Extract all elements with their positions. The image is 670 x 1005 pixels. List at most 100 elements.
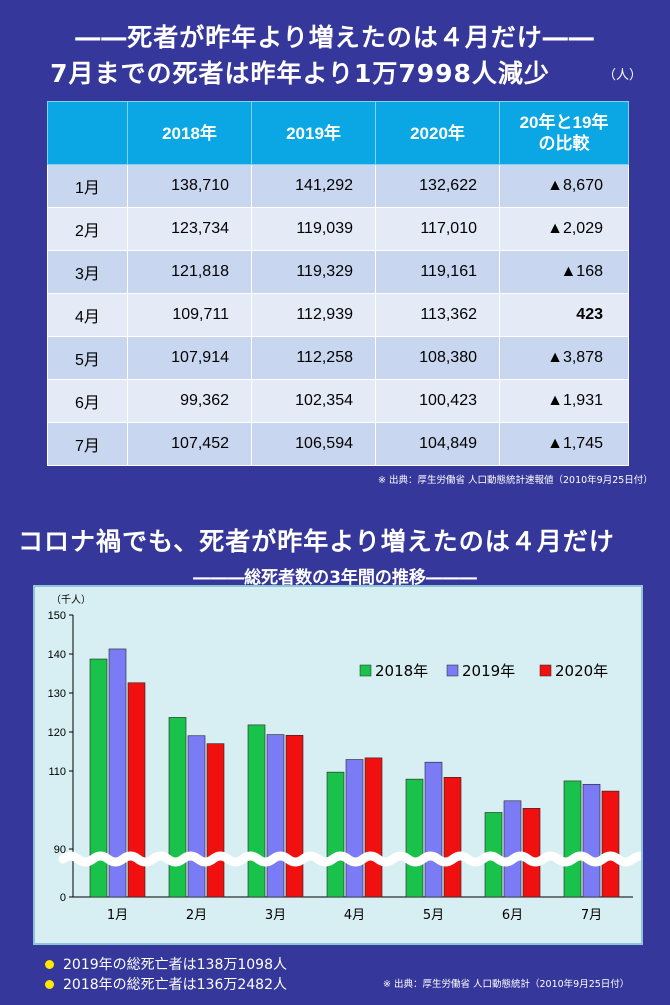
table-cell-diff: ▲8,670 — [499, 164, 629, 208]
bar-2019年-5月 — [424, 761, 443, 898]
x-tick-label: 3月 — [265, 908, 286, 923]
main-title: ――死者が昨年より増えたのは４月だけ―― — [75, 23, 595, 52]
bar-2020年-7月 — [601, 790, 620, 898]
legend-label-2020年: 2020年 — [555, 662, 608, 680]
main-subtitle: 7月までの死者は昨年より1万7998人減少 — [50, 59, 550, 88]
chart-title: コロナ禍でも、死者が昨年より増えたのは４月だけ — [18, 527, 615, 556]
table-row: 3月 121,818 119,329 119,161 ▲168 — [47, 250, 629, 294]
bar-2018年-7月 — [563, 780, 582, 898]
table-header-2018: 2018年 — [127, 101, 252, 165]
table-cell-month: 2月 — [47, 207, 128, 251]
table-header-2019: 2019年 — [251, 101, 376, 165]
yellow-dot-icon — [45, 959, 54, 969]
table-cell-month: 6月 — [47, 379, 128, 423]
bar-2018年-4月 — [326, 771, 345, 898]
y-tick-label: 140 — [48, 649, 66, 661]
yellow-dot-icon — [45, 979, 54, 989]
x-tick-label: 6月 — [502, 908, 523, 923]
x-tick-label: 7月 — [581, 908, 602, 923]
table-header-comparison: 20年と19年 の比較 — [499, 101, 629, 165]
bar-2018年-5月 — [405, 778, 424, 898]
y-tick-label: 110 — [48, 766, 66, 778]
table-cell-2018: 138,710 — [127, 164, 252, 208]
comparison-header-text: 20年と19年 の比較 — [519, 113, 609, 153]
table-row: 7月 107,452 106,594 104,849 ▲1,745 — [47, 422, 629, 466]
bar-2019年-3月 — [266, 734, 285, 898]
x-tick-label: 2月 — [186, 908, 207, 923]
chart-subtitle: ―――総死者数の3年間の推移――― — [193, 568, 477, 588]
legend-swatch-2020年 — [539, 664, 552, 677]
table-cell-2020: 100,423 — [375, 379, 500, 423]
bar-2019年-1月 — [108, 648, 127, 898]
note-2019: 2019年の総死亡者は138万1098人 — [45, 954, 287, 974]
table-cell-2019: 119,329 — [251, 250, 376, 294]
y-tick-label: 130 — [48, 688, 66, 700]
table-cell-diff: 423 — [499, 293, 629, 337]
table-row: 4月 109,711 112,939 113,362 423 — [47, 293, 629, 337]
table-cell-2019: 102,354 — [251, 379, 376, 423]
table-cell-2019: 112,939 — [251, 293, 376, 337]
table-cell-diff: ▲1,931 — [499, 379, 629, 423]
x-tick-label: 4月 — [344, 908, 365, 923]
table-cell-month: 5月 — [47, 336, 128, 380]
bar-2020年-2月 — [206, 743, 225, 898]
note-2018: 2018年の総死亡者は136万2482人 — [45, 974, 287, 994]
table-cell-month: 1月 — [47, 164, 128, 208]
y-tick-label: 120 — [48, 727, 66, 739]
table-cell-2020: 117,010 — [375, 207, 500, 251]
table-cell-diff: ▲3,878 — [499, 336, 629, 380]
y-axis-label: （千人） — [51, 594, 91, 606]
y-tick-label: 150 — [48, 610, 66, 622]
table-row: 1月 138,710 141,292 132,622 ▲8,670 — [47, 164, 629, 208]
legend-label-2018年: 2018年 — [375, 662, 428, 680]
table-cell-2020: 104,849 — [375, 422, 500, 466]
y-tick-label: 90 — [54, 844, 66, 856]
legend-swatch-2019年 — [446, 664, 459, 677]
bar-2019年-6月 — [503, 800, 522, 898]
table-source: ※ 出典：厚生労働省 人口動態統計速報値（2010年9月25日付） — [378, 475, 653, 486]
note-2018-text: 2018年の総死亡者は136万2482人 — [63, 977, 287, 993]
legend-swatch-2018年 — [359, 664, 372, 677]
bar-2019年-2月 — [187, 735, 206, 898]
bar-2020年-1月 — [127, 682, 146, 898]
table-cell-2020: 132,622 — [375, 164, 500, 208]
deaths-table: 2018年 2019年 2020年 20年と19年 の比較 1月 138,710 1… — [47, 101, 629, 466]
bar-2020年-4月 — [364, 757, 383, 898]
x-tick-label: 1月 — [107, 908, 128, 923]
table-cell-2019: 106,594 — [251, 422, 376, 466]
table-cell-2018: 107,452 — [127, 422, 252, 466]
bar-2019年-7月 — [582, 783, 601, 898]
table-cell-2018: 123,734 — [127, 207, 252, 251]
table-cell-month: 7月 — [47, 422, 128, 466]
table-cell-month: 3月 — [47, 250, 128, 294]
table-cell-2019: 141,292 — [251, 164, 376, 208]
table-cell-2019: 119,039 — [251, 207, 376, 251]
table-row: 2月 123,734 119,039 117,010 ▲2,029 — [47, 207, 629, 251]
table-cell-2018: 121,818 — [127, 250, 252, 294]
table-cell-month: 4月 — [47, 293, 128, 337]
table-header-row: 2018年 2019年 2020年 20年と19年 の比較 — [47, 101, 629, 165]
table-header-2020: 2020年 — [375, 101, 500, 165]
table-cell-diff: ▲2,029 — [499, 207, 629, 251]
table-cell-2018: 109,711 — [127, 293, 252, 337]
bar-2018年-2月 — [168, 717, 187, 898]
axis-break-wave — [58, 851, 641, 867]
chart-panel: （千人） 0 90 110 120 130 140 150 1月 2月 3月 4月 5月 6月 7月 2018… — [33, 585, 643, 945]
table-cell-diff: ▲168 — [499, 250, 629, 294]
bar-2018年-3月 — [247, 724, 266, 898]
bar-2020年-5月 — [443, 777, 462, 898]
note-2019-text: 2019年の総死亡者は138万1098人 — [63, 957, 287, 973]
table-row: 5月 107,914 112,258 108,380 ▲3,878 — [47, 336, 629, 380]
table-cell-2018: 99,362 — [127, 379, 252, 423]
table-cell-diff: ▲1,745 — [499, 422, 629, 466]
bar-2018年-1月 — [89, 658, 108, 898]
bar-2020年-3月 — [285, 734, 304, 898]
table-cell-2018: 107,914 — [127, 336, 252, 380]
table-cell-2020: 113,362 — [375, 293, 500, 337]
table-header-corner — [47, 101, 128, 165]
table-cell-2019: 112,258 — [251, 336, 376, 380]
bar-2019年-4月 — [345, 759, 364, 898]
legend-label-2019年: 2019年 — [462, 662, 515, 680]
table-cell-2020: 108,380 — [375, 336, 500, 380]
y-tick-label: 0 — [60, 892, 66, 904]
